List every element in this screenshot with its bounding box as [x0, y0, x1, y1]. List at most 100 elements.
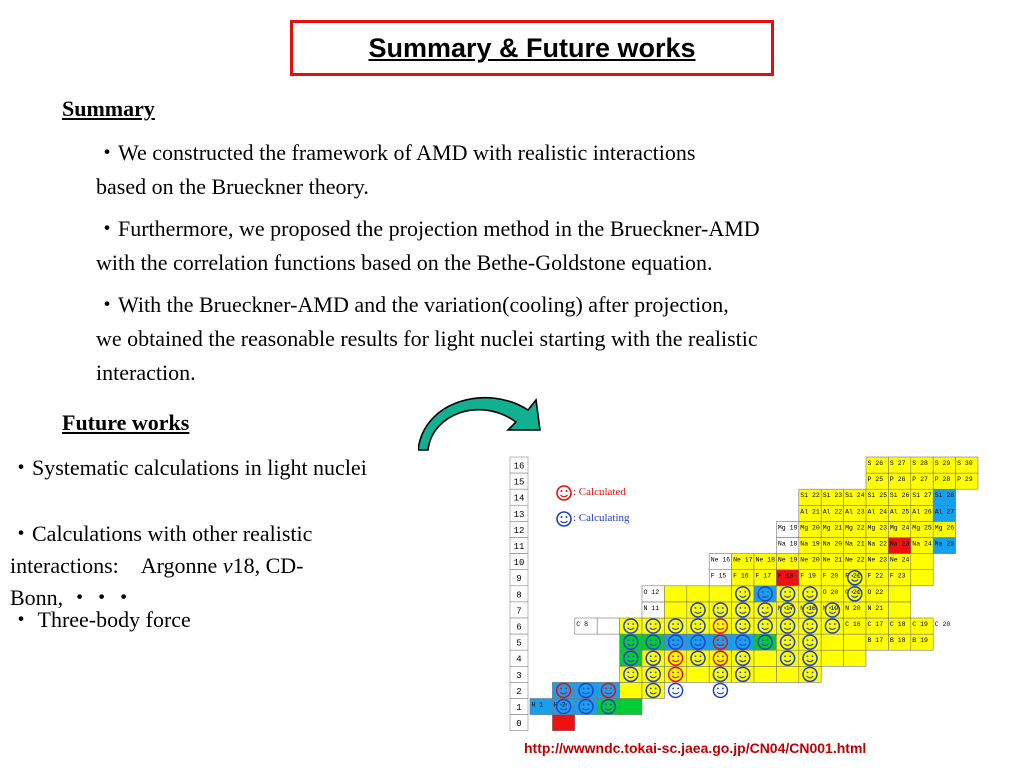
- nuclide-cell: [552, 714, 576, 731]
- isotope-label: C 8: [576, 621, 588, 628]
- nuclide-cell: [753, 633, 777, 651]
- isotope-label: B 19: [912, 637, 928, 644]
- nuclide-cell: [619, 617, 643, 635]
- isotope-label: Ne 19: [778, 557, 798, 564]
- z-label: 8: [516, 590, 521, 600]
- smiley-face-icon: [757, 634, 773, 650]
- isotope-label: C 18: [890, 621, 906, 628]
- nuclide-cell: [686, 649, 710, 667]
- nuclide-cell: [776, 649, 800, 667]
- smiley-face-icon: [757, 586, 773, 602]
- isotope-label: Ne 16: [711, 557, 731, 564]
- z-label: 12: [514, 526, 525, 536]
- nuclide-cell: [641, 633, 665, 651]
- smiley-face-icon: [802, 650, 818, 666]
- smiley-face-icon: [690, 634, 706, 650]
- smiley-face-icon: [779, 586, 796, 602]
- nuclide-cell: [596, 617, 620, 635]
- summary-bullet-1: ・We constructed the framework of AMD wit…: [96, 136, 695, 204]
- nuclide-cell: [820, 633, 844, 651]
- nuclide-cell: [686, 585, 710, 603]
- source-url-link[interactable]: http://wwwndc.tokai-sc.jaea.go.jp/CN04/C…: [524, 740, 867, 756]
- isotope-label: Na 18: [778, 541, 798, 548]
- summary-bullet-2-line2: with the correlation functions based on …: [96, 250, 713, 275]
- isotope-label: Mg 19: [778, 524, 798, 531]
- smiley-face-icon: [847, 570, 863, 586]
- nuclide-cell: [664, 649, 688, 667]
- nuclide-cell: [910, 569, 934, 587]
- nuclide-cell: [753, 666, 777, 683]
- legend-calculating-icon: [556, 511, 572, 527]
- nuclide-cell: [641, 682, 665, 699]
- smiley-face-icon: [623, 634, 639, 650]
- nuclide-cell: [776, 633, 800, 651]
- nuclide-cell: [731, 666, 755, 683]
- z-label: 7: [516, 606, 521, 616]
- isotope-label: S 27: [890, 460, 906, 467]
- isotope-label: F 17: [756, 573, 772, 580]
- isotope-label: Si 24: [845, 492, 865, 499]
- future-bullet-2-line2: interactions: Argonne v18, CD-: [10, 550, 312, 582]
- nuclide-cell: [731, 601, 755, 619]
- nuclide-cell: [664, 666, 688, 683]
- isotope-label: F 16: [733, 573, 749, 580]
- nuclide-cell: [619, 698, 643, 715]
- isotope-label: F 19: [800, 573, 816, 580]
- z-label: 1: [516, 703, 521, 713]
- nuclide-cell: [776, 666, 800, 683]
- smiley-face-icon: [712, 650, 729, 666]
- nuclide-cell: [708, 633, 732, 651]
- nuclide-cell: [686, 666, 710, 683]
- nuclide-cell: [820, 617, 844, 635]
- smiley-face-icon: [735, 666, 751, 683]
- nuclide-cell: [798, 585, 822, 603]
- nuclide-cell: [798, 633, 822, 651]
- smiley-face-icon: [645, 634, 661, 650]
- isotope-label: P 28: [935, 476, 951, 483]
- smiley-face-icon: [735, 602, 751, 618]
- isotope-label: Mg 21: [823, 524, 843, 531]
- smiley-face-icon: [824, 602, 841, 618]
- smiley-face-icon: [802, 666, 818, 683]
- isotope-label: Mg 22: [845, 524, 865, 531]
- future-heading: Future works: [62, 410, 190, 435]
- slide-title: Summary & Future works: [368, 32, 696, 63]
- nuclide-cell: [641, 649, 665, 667]
- isotope-label: P 25: [868, 476, 884, 483]
- isotope-label: Ne 20: [800, 557, 820, 564]
- isotope-label: C 20: [935, 621, 951, 628]
- future-bullet-2: ・Calculations with other realistic inter…: [10, 518, 312, 614]
- isotope-label: Al 27: [935, 508, 955, 515]
- isotope-label: S 26: [868, 460, 884, 467]
- isotope-label: H 1: [532, 702, 544, 709]
- isotope-label: Na 25: [935, 541, 955, 548]
- nuclide-cell: [753, 585, 777, 603]
- nuclide-cell: [731, 649, 755, 667]
- smiley-face-icon: [735, 618, 751, 634]
- isotope-label: Ne 17: [733, 557, 753, 564]
- nuclide-cell: [731, 617, 755, 635]
- isotope-label: O 12: [644, 589, 660, 596]
- nuclide-cell: [731, 585, 755, 603]
- nuclide-cell: [843, 649, 867, 667]
- nuclide-cell: [753, 617, 777, 635]
- smiley-face-icon: [667, 650, 684, 666]
- isotope-label: S 30: [957, 460, 973, 467]
- face-markers: [555, 570, 863, 715]
- isotope-label: Na 24: [912, 541, 932, 548]
- nuclide-cell: [820, 649, 844, 667]
- isotope-label: Al 23: [845, 508, 865, 515]
- z-label: 5: [516, 639, 521, 649]
- smiley-face-icon: [555, 682, 572, 699]
- isotope-label: F 20: [823, 573, 839, 580]
- isotope-label: Mg 26: [935, 524, 955, 531]
- smiley-face-icon: [690, 602, 706, 618]
- smiley-face-icon: [712, 634, 729, 650]
- isotope-label: Ne 22: [845, 557, 865, 564]
- summary-bullet-1-line2: based on the Brueckner theory.: [96, 174, 369, 199]
- nuclide-cell: [686, 633, 710, 651]
- nuclide-cell: [619, 666, 643, 683]
- nuclide-cell: [843, 633, 867, 651]
- smiley-face-icon: [667, 666, 684, 683]
